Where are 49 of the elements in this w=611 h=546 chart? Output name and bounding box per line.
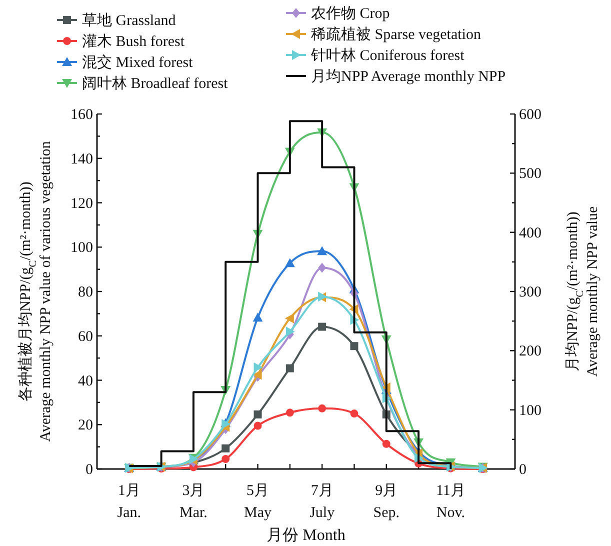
legend-label: 阔叶林 Broadleaf forest — [82, 75, 229, 92]
y2-tick-label: 100 — [519, 402, 542, 419]
x-tick-label: 1月 Jan. — [117, 483, 142, 521]
y-tick-label: 80 — [78, 284, 93, 300]
point — [252, 312, 263, 322]
x-tick-label: 11月 Nov. — [436, 483, 466, 521]
legend-label: 月均NPP Average monthly NPP — [311, 68, 506, 85]
point — [286, 326, 295, 337]
point — [318, 322, 326, 331]
point — [318, 262, 326, 273]
x-tick-label: 3月 Mar. — [180, 483, 208, 521]
y-tick-label: 100 — [70, 240, 93, 256]
point — [318, 404, 326, 412]
y2-tick-label: 500 — [519, 166, 542, 182]
y-tick-label: 120 — [70, 196, 93, 212]
point — [222, 444, 230, 452]
y2-tick-label: 0 — [519, 462, 526, 478]
y-tick-label: 60 — [78, 328, 93, 345]
point — [317, 246, 328, 256]
point — [350, 410, 358, 418]
legend-label: 稀疏植被 Sparse vegetation — [311, 26, 482, 43]
point — [286, 364, 294, 372]
y-tick-label: 140 — [70, 151, 93, 168]
x-tick-label: 5月 May — [244, 483, 272, 521]
y2-tick-label: 400 — [519, 225, 542, 242]
point — [284, 313, 294, 324]
y2-tick-label: 200 — [519, 344, 542, 360]
x-tick-label: 7月 July — [310, 483, 336, 521]
point — [382, 440, 390, 448]
y2-tick-label: 300 — [519, 284, 542, 300]
y-tick-label: 20 — [78, 418, 93, 434]
legend-label: 草地 Grassland — [82, 12, 176, 29]
y-tick-label: 40 — [78, 373, 93, 390]
point — [254, 422, 262, 430]
legend-label: 农作物 Crop — [311, 6, 390, 22]
legend-label: 灌木 Bush forest — [82, 33, 186, 50]
y-tick-label: 0 — [86, 462, 93, 478]
y-tick-label: 160 — [70, 107, 93, 123]
point — [350, 342, 358, 350]
legend-label: 混交 Mixed forest — [82, 54, 194, 71]
point — [222, 455, 230, 464]
point — [284, 258, 295, 268]
point — [286, 408, 294, 417]
x-tick-label: 9月 Sep. — [373, 483, 400, 521]
x-axis-title: 月份 Month — [266, 527, 346, 544]
y2-tick-label: 600 — [519, 107, 542, 123]
point — [254, 362, 263, 372]
point — [254, 410, 262, 418]
legend-label: 针叶林 Coniferous forest — [310, 47, 466, 64]
